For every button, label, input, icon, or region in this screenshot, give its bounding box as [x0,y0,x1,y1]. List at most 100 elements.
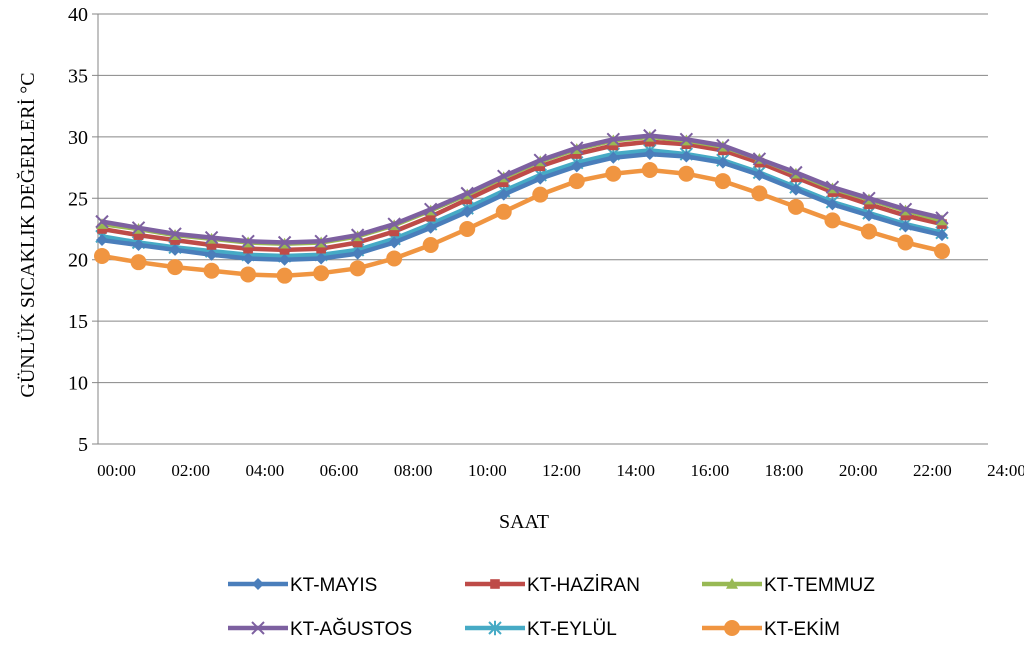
x-tick-label: 10:00 [468,461,507,480]
data-point [242,252,255,265]
data-point [203,262,220,279]
data-point [935,211,949,225]
data-point [459,221,476,237]
series-kt-eki̇m [94,162,950,284]
data-point [899,220,912,233]
data-point [425,211,436,222]
series-line [101,151,943,262]
data-point [96,234,108,247]
data-point [898,202,913,217]
data-point [752,152,767,166]
y-tick-label: 5 [78,434,88,456]
data-point [825,180,840,194]
data-point [864,199,874,210]
data-point [534,172,547,185]
data-point [167,259,184,276]
data-point [94,248,110,265]
data-point [714,173,731,190]
y-axis-title: GÜNLÜK SICAKLIK DEĞERLERİ °C [16,72,39,397]
legend-label: KT-MAYIS [290,575,377,596]
data-point [316,243,326,254]
x-tick-label: 16:00 [691,461,730,480]
data-point [716,156,729,169]
data-point [204,230,219,245]
data-point [424,221,437,234]
x-tick-label: 12:00 [542,461,581,480]
legend-label: KT-EKİM [764,619,840,640]
data-point [607,151,620,164]
data-point [241,234,255,248]
data-point [278,253,291,266]
series-line [101,148,943,259]
data-point [352,237,363,248]
legend-label: KT-AĞUSTOS [290,618,412,640]
legend-label: KT-EYLÜL [527,619,617,640]
legend-item: KT-TEMMUZ [702,575,875,596]
x-tick-label: 06:00 [320,461,359,480]
data-point [349,260,366,277]
legend-label: KT-HAZİRAN [527,575,640,596]
data-point [423,202,438,217]
y-tick-label: 30 [68,127,88,149]
data-point [170,235,180,245]
data-point [277,235,292,250]
x-tick-label: 22:00 [913,461,952,480]
data-point [243,243,253,254]
data-point [605,165,622,182]
x-tick-label: 04:00 [246,461,285,480]
data-point [460,186,474,201]
data-point [679,132,694,147]
x-tick-label: 02:00 [171,461,210,480]
data-point [422,236,439,253]
data-point [533,153,547,167]
data-point [350,228,365,242]
series-line [101,139,943,253]
data-point [862,191,876,205]
data-point [641,162,658,179]
data-point [388,236,401,249]
series-line [101,133,943,245]
data-point [934,243,950,260]
data-point [205,248,218,261]
legend-item: KT-HAZİRAN [465,575,640,596]
data-point [724,620,740,636]
data-point [314,234,328,248]
data-point [570,160,583,173]
data-point [495,203,512,220]
x-tick-label: 08:00 [394,461,433,480]
data-point [753,168,766,181]
plot-area [94,128,950,284]
y-tick-label: 35 [68,65,88,87]
data-point [169,243,182,256]
data-point [824,212,841,229]
data-point [726,578,738,589]
data-point [751,185,768,202]
data-point [608,140,619,151]
data-point [251,621,265,635]
data-point [168,227,182,241]
data-point [133,230,144,240]
data-point [490,579,500,589]
data-point [387,217,401,231]
data-point [488,620,502,636]
legend-item: KT-EYLÜL [465,619,617,640]
data-point [826,198,839,211]
data-point [130,254,147,271]
x-tick-label: 20:00 [839,461,878,480]
data-point [276,267,293,284]
data-point [313,265,330,282]
data-point [860,223,877,240]
data-point [787,198,804,215]
data-point [97,224,107,234]
data-point [862,209,875,222]
y-tick-label: 40 [68,4,88,26]
data-point [568,173,585,190]
legend-label: KT-TEMMUZ [764,575,875,596]
data-point [461,205,474,218]
y-tick-label: 15 [68,311,88,333]
data-point [315,252,328,265]
data-point [936,214,948,226]
data-point [680,150,693,163]
data-point [240,266,257,283]
data-point [716,138,730,153]
